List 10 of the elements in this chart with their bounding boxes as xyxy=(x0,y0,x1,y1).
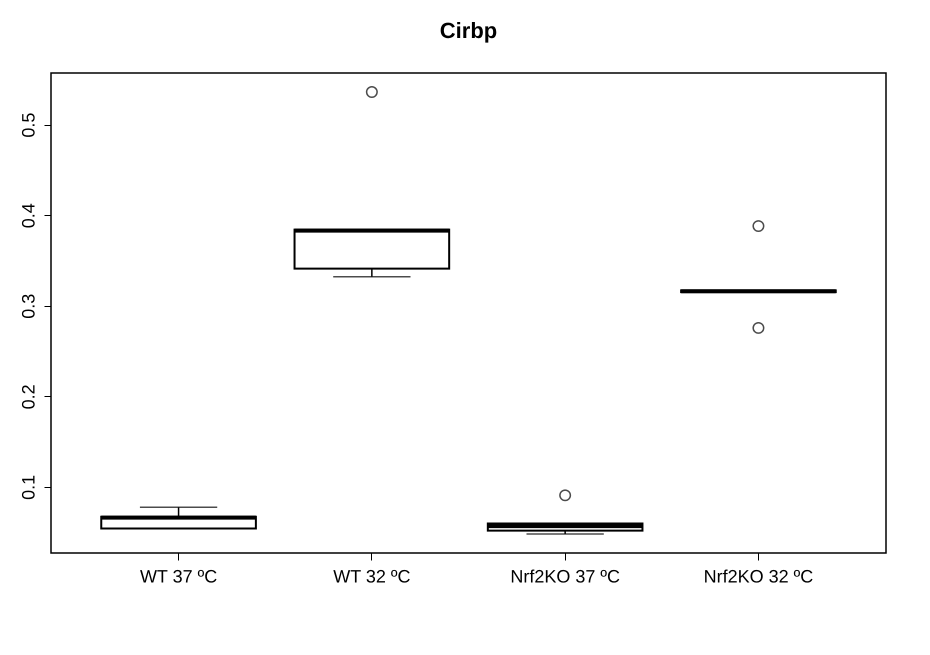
y-tick-label: 0.3 xyxy=(18,294,38,319)
chart-title: Cirbp xyxy=(440,18,498,43)
y-tick-label: 0.1 xyxy=(18,474,38,500)
x-tick-label: WT 32 ºC xyxy=(333,566,410,586)
x-tick-label: Nrf2KO 32 ºC xyxy=(704,566,814,586)
x-tick-label: Nrf2KO 37 ºC xyxy=(510,566,620,586)
y-tick-label: 0.2 xyxy=(18,384,38,410)
x-tick-label: WT 37 ºC xyxy=(140,566,218,586)
y-tick-label: 0.5 xyxy=(18,112,38,138)
y-tick-label: 0.4 xyxy=(18,203,38,228)
